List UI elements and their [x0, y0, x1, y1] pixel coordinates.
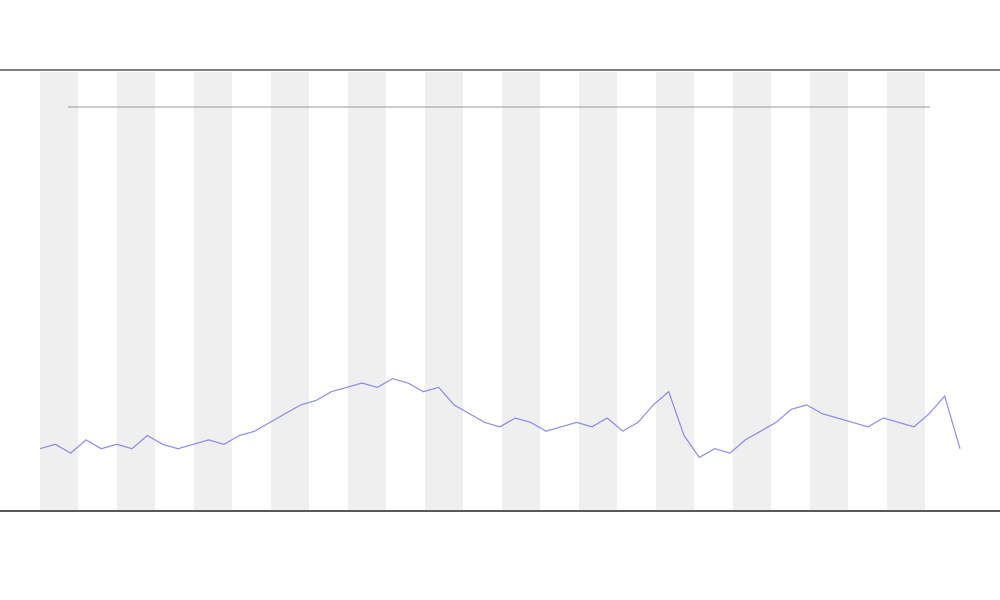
background-bands	[40, 72, 925, 510]
band	[656, 72, 694, 510]
data-line	[39, 377, 961, 459]
band	[348, 72, 386, 510]
band	[271, 72, 309, 510]
band	[579, 72, 617, 510]
band	[425, 72, 463, 510]
band	[887, 72, 925, 510]
band	[810, 72, 848, 510]
band	[40, 72, 78, 510]
band	[117, 72, 155, 510]
band	[194, 72, 232, 510]
band	[502, 72, 540, 510]
band	[733, 72, 771, 510]
